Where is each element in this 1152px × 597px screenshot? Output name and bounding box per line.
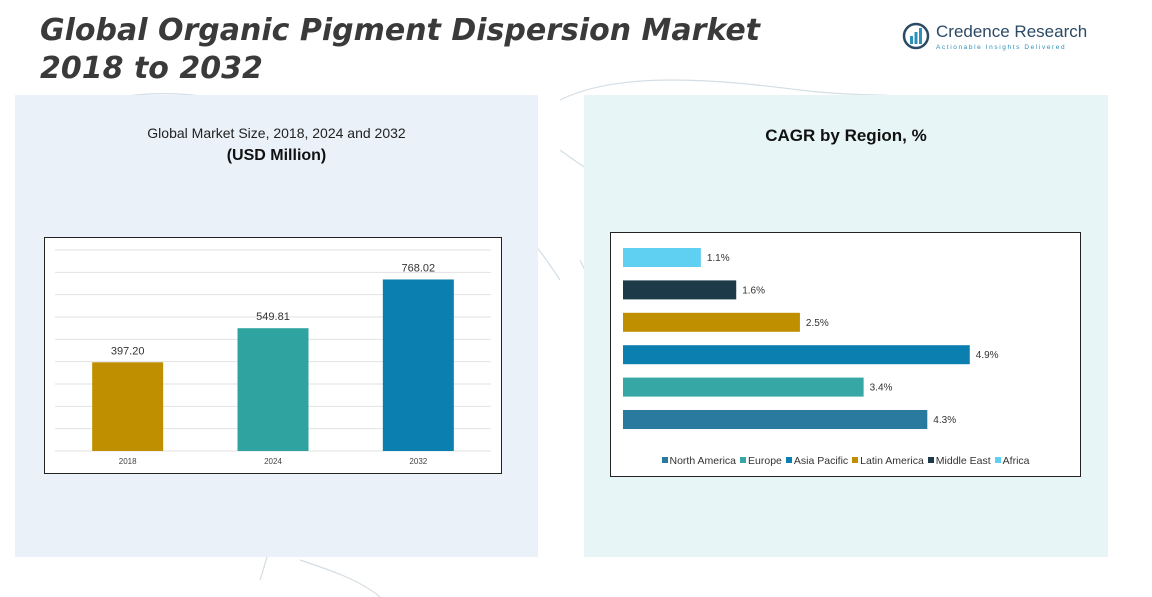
legend-item-europe: Europe bbox=[740, 455, 782, 467]
cagr-panel: CAGR by Region, % 1.1% 1.6% 2.5% 4.9% 3.4% 4.… bbox=[584, 95, 1108, 557]
legend-swatch bbox=[740, 457, 747, 463]
bar-europe bbox=[623, 377, 864, 397]
x-tick-label-2032: 2032 bbox=[409, 457, 427, 466]
cagr-chart-svg: 1.1% 1.6% 2.5% 4.9% 3.4% 4.3% bbox=[623, 248, 999, 429]
cagr-legend: North America Europe Asia Pacific Latin Ame… bbox=[611, 455, 1080, 467]
data-label-2032: 768.02 bbox=[402, 262, 436, 274]
legend-swatch bbox=[785, 457, 792, 463]
bar-2024 bbox=[237, 328, 309, 451]
legend-label: Africa bbox=[1002, 455, 1030, 467]
cagr-title: CAGR by Region, % bbox=[765, 126, 927, 145]
credence-research-logo-icon bbox=[902, 22, 930, 50]
market-size-subtitle: Global Market Size, 2018, 2024 and 2032 bbox=[147, 125, 406, 141]
market-size-unit: (USD Million) bbox=[226, 147, 327, 164]
bar-latin-america bbox=[623, 312, 800, 332]
title-line-1: Global Organic Pigment Dispersion Market bbox=[40, 13, 761, 48]
data-label-europe: 3.4% bbox=[870, 383, 893, 394]
logo-brand-text: Credence Research bbox=[936, 22, 1088, 41]
title-line-2: 2018 to 2032 bbox=[40, 51, 263, 86]
market-size-panel: Global Market Size, 2018, 2024 and 2032 … bbox=[15, 95, 538, 557]
bar-africa bbox=[623, 248, 701, 267]
data-label-2024: 549.81 bbox=[256, 311, 290, 323]
legend-swatch bbox=[661, 457, 668, 463]
legend-label: North America bbox=[669, 455, 737, 467]
x-tick-label-2024: 2024 bbox=[264, 457, 282, 466]
legend-label: Asia Pacific bbox=[793, 455, 849, 467]
company-logo: Credence Research Actionable Insights De… bbox=[902, 20, 1092, 54]
page-title: Global Organic Pigment Dispersion Market… bbox=[40, 12, 760, 88]
bar-asia-pacific bbox=[623, 345, 970, 365]
legend-label: Latin America bbox=[860, 455, 924, 467]
data-label-africa: 1.1% bbox=[707, 253, 730, 264]
data-label-latin-america: 2.5% bbox=[806, 318, 829, 329]
cagr-chart: 1.1% 1.6% 2.5% 4.9% 3.4% 4.3% North America Eu… bbox=[610, 232, 1081, 477]
legend-item-middle-east: Middle East bbox=[927, 455, 991, 467]
market-size-chart: 397.20 2018 549.81 2024 768.02 2032 bbox=[44, 237, 502, 474]
bar-north-america bbox=[623, 410, 928, 429]
legend-swatch bbox=[927, 457, 934, 463]
bar-2032 bbox=[382, 279, 454, 451]
bar-2018 bbox=[92, 362, 164, 451]
legend-item-latin-america: Latin America bbox=[852, 455, 924, 467]
bar-middle-east bbox=[623, 280, 737, 300]
data-label-2018: 397.20 bbox=[111, 345, 145, 357]
x-tick-label-2018: 2018 bbox=[119, 457, 137, 466]
data-label-middle-east: 1.6% bbox=[742, 285, 765, 296]
legend-item-asia-pacific: Asia Pacific bbox=[785, 455, 849, 467]
legend-swatch bbox=[852, 457, 859, 463]
market-size-chart-svg: 397.20 2018 549.81 2024 768.02 2032 bbox=[55, 249, 491, 466]
legend-swatch bbox=[994, 457, 1001, 463]
legend-label: Middle East bbox=[935, 455, 991, 467]
data-label-asia-pacific: 4.9% bbox=[976, 350, 999, 361]
legend-item-north-america: North America bbox=[661, 455, 737, 467]
data-label-north-america: 4.3% bbox=[933, 415, 956, 426]
legend-label: Europe bbox=[748, 455, 782, 467]
logo-tagline: Actionable Insights Delivered bbox=[936, 44, 1067, 51]
legend-item-africa: Africa bbox=[994, 455, 1030, 467]
